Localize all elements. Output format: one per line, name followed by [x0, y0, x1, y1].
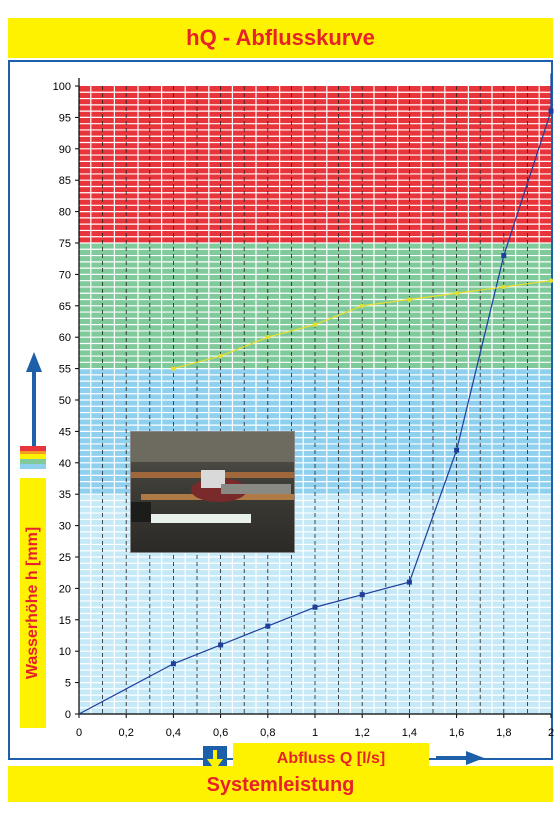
x-tick-label: 1,2	[355, 727, 370, 739]
x-axis-label: Abfluss Q [l/s]	[276, 750, 386, 767]
level-swatch	[20, 446, 46, 451]
page-title: hQ - Abflusskurve	[8, 18, 553, 58]
x-tick-label: 2	[548, 727, 554, 739]
y-tick-label: 65	[59, 301, 71, 313]
level-swatch	[20, 464, 46, 469]
product-photo	[130, 431, 295, 553]
data-point	[265, 335, 270, 340]
data-point	[170, 661, 176, 667]
data-point	[360, 303, 365, 308]
footer-title: Systemleistung	[8, 766, 553, 802]
right-arrow-icon	[466, 751, 484, 765]
y-tick-label: 60	[59, 332, 71, 344]
y-tick-label: 5	[65, 678, 71, 690]
data-point	[265, 623, 271, 629]
data-point	[359, 592, 365, 598]
y-axis-label-box	[20, 478, 46, 728]
data-point	[218, 353, 223, 359]
x-tick-labels: 0 0,2 0,4 0,6 0,8 1 1,2 1,4 1,6 1,8 2	[76, 727, 554, 739]
x-tick-label: 1	[312, 727, 318, 739]
grid	[79, 86, 551, 714]
data-point	[218, 642, 224, 648]
y-tick-label: 95	[59, 112, 71, 124]
y-tick-label: 30	[59, 521, 71, 533]
down-arrow-shaft	[213, 750, 217, 760]
y-tick-label: 75	[59, 238, 71, 250]
data-point	[454, 447, 460, 453]
x-tick-label: 1,6	[449, 727, 464, 739]
x-tick-label: 0,2	[119, 727, 134, 739]
y-tick-label: 100	[53, 81, 71, 93]
y-tick-label: 55	[59, 364, 71, 376]
y-tick-label: 35	[59, 489, 71, 501]
data-point	[501, 284, 506, 290]
data-point	[407, 297, 412, 302]
level-swatch	[20, 454, 46, 459]
data-point	[312, 604, 318, 610]
y-tick-labels: 0 5 10 15 20 25 30 35 40 45 50 55 60 65 70 75 80 85 90 95 10…	[53, 81, 71, 721]
data-point	[454, 291, 459, 296]
x-tick-label: 1,8	[496, 727, 511, 739]
level-swatch	[20, 459, 46, 464]
y-tick-label: 40	[59, 458, 71, 470]
x-tick-label: 1,4	[402, 727, 417, 739]
y-tick-label: 20	[59, 583, 71, 595]
y-tick-label: 90	[59, 144, 71, 156]
x-tick-label: 0	[76, 727, 82, 739]
y-tick-label: 80	[59, 207, 71, 219]
x-tick-label: 0,8	[260, 727, 275, 739]
y-tick-label: 50	[59, 395, 71, 407]
data-point	[171, 366, 176, 371]
series	[78, 73, 554, 715]
x-tick-label: 0,4	[166, 727, 181, 739]
y-tick-label: 15	[59, 615, 71, 627]
data-point	[406, 579, 412, 585]
y-tick-label: 0	[65, 709, 71, 721]
y-tick-label: 45	[59, 426, 71, 438]
data-point	[548, 278, 554, 283]
y-tick-label: 70	[59, 269, 71, 281]
y-tick-label: 85	[59, 175, 71, 187]
level-swatch	[20, 451, 46, 456]
up-arrow-icon	[26, 352, 42, 372]
axes	[75, 78, 552, 718]
data-point	[312, 322, 318, 327]
y-tick-label: 10	[59, 646, 71, 658]
y-axis-arrow-shaft	[32, 370, 36, 450]
y-tick-label: 25	[59, 552, 71, 564]
data-point	[501, 253, 507, 259]
data-point	[548, 108, 554, 114]
y-axis-label: Wasserhöhe h [mm]	[24, 526, 41, 680]
x-axis-arrow-shaft	[436, 756, 468, 760]
x-tick-label: 0,6	[213, 727, 228, 739]
down-arrow-icon	[207, 759, 223, 770]
